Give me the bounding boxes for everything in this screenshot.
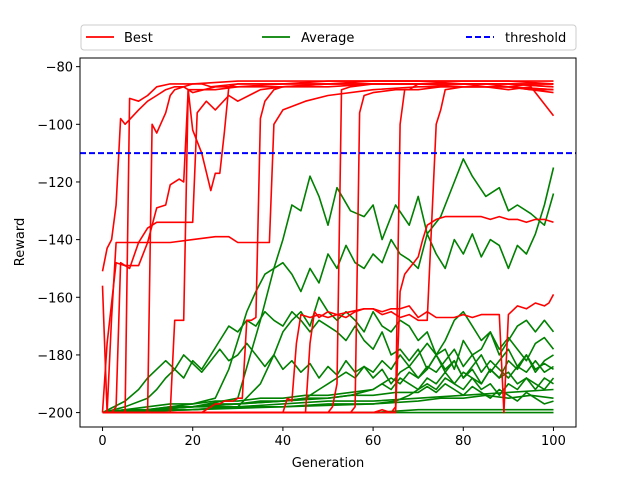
x-tick-label: 100 bbox=[541, 434, 566, 449]
best-series-line bbox=[102, 86, 554, 414]
legend-label-best: Best bbox=[124, 31, 153, 46]
x-tick-label: 80 bbox=[455, 434, 472, 449]
y-axis-label: Reward bbox=[13, 218, 28, 266]
average-series-line bbox=[102, 158, 555, 414]
y-tick-label: −120 bbox=[37, 176, 73, 191]
average-series-line bbox=[102, 167, 555, 414]
legend-label-average: Average bbox=[301, 31, 354, 46]
plot-frame bbox=[79, 57, 577, 428]
y-tick-label: −80 bbox=[46, 61, 73, 76]
best-series-line bbox=[101, 86, 554, 414]
y-tick-label: −160 bbox=[37, 291, 73, 306]
y-tick-label: −140 bbox=[37, 234, 73, 249]
average-series-line bbox=[102, 388, 554, 414]
x-tick-label: 0 bbox=[98, 434, 106, 449]
y-axis-ticks: −200 −180 −160 −140 −120 −100 −80 bbox=[37, 61, 80, 422]
x-axis-label: Generation bbox=[292, 456, 365, 471]
x-axis-ticks: 0 20 40 60 80 100 bbox=[98, 427, 566, 449]
best-series-line bbox=[102, 294, 555, 414]
best-series-group bbox=[101, 80, 555, 414]
x-tick-label: 60 bbox=[365, 434, 382, 449]
legend-box bbox=[80, 24, 577, 51]
y-tick-label: −180 bbox=[37, 349, 73, 364]
legend-label-threshold: threshold bbox=[505, 31, 566, 46]
average-series-line bbox=[102, 348, 554, 414]
y-tick-label: −200 bbox=[37, 407, 73, 422]
x-tick-label: 20 bbox=[184, 434, 201, 449]
y-tick-label: −100 bbox=[37, 118, 73, 133]
average-series-line bbox=[102, 382, 554, 414]
x-tick-label: 40 bbox=[275, 434, 292, 449]
legend: Best Average threshold bbox=[80, 24, 577, 51]
best-series-line bbox=[102, 80, 554, 414]
